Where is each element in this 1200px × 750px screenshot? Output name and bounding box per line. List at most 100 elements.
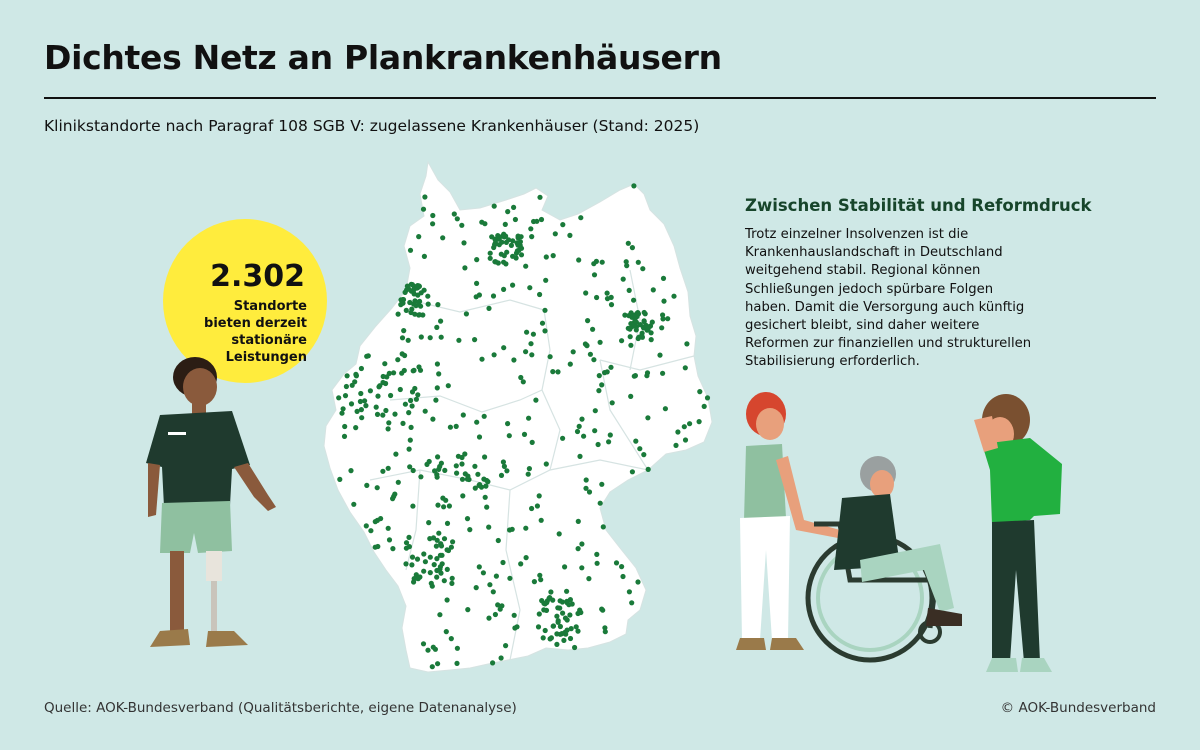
hospital-marker: [518, 561, 524, 567]
hospital-marker: [437, 566, 443, 572]
hospital-marker: [421, 253, 427, 259]
hospital-marker: [626, 589, 632, 595]
hospital-marker: [431, 562, 437, 568]
hospital-marker: [592, 428, 598, 434]
hospital-marker: [521, 431, 528, 437]
hospital-marker: [425, 301, 431, 307]
copyright-note: © AOK-Bundesverband: [1000, 700, 1156, 716]
hospital-marker: [434, 385, 440, 391]
hospital-marker: [425, 647, 431, 653]
hospital-marker: [462, 265, 468, 271]
hospital-marker: [425, 293, 431, 299]
hospital-marker: [407, 247, 414, 253]
hospital-marker: [539, 598, 545, 604]
hospital-marker: [450, 539, 456, 545]
hospital-marker: [633, 438, 639, 444]
hospital-marker: [434, 574, 440, 580]
hospital-marker: [560, 610, 566, 616]
hospital-marker: [484, 504, 490, 510]
hospital-marker: [386, 370, 392, 376]
hospital-marker: [629, 469, 635, 475]
hospital-marker: [374, 485, 380, 491]
hospital-marker: [491, 203, 497, 209]
hospital-marker: [479, 356, 485, 362]
hospital-marker: [344, 373, 350, 379]
hospital-marker: [456, 337, 462, 343]
hospital-marker: [421, 551, 427, 557]
hospital-marker: [530, 331, 536, 337]
hospital-marker: [365, 353, 371, 359]
hospital-marker: [409, 562, 415, 568]
hospital-marker: [620, 573, 626, 580]
hospital-marker: [486, 305, 492, 311]
hospital-marker: [444, 520, 451, 526]
hospital-marker: [415, 576, 421, 582]
hospital-marker: [380, 412, 386, 418]
hospital-marker: [697, 389, 703, 395]
hospital-marker: [409, 306, 415, 312]
hospital-marker: [441, 536, 448, 542]
hospital-marker: [586, 489, 593, 495]
hospital-marker: [438, 318, 444, 324]
hospital-marker: [479, 219, 485, 225]
hospital-marker: [575, 518, 581, 524]
hospital-marker: [348, 401, 355, 407]
hospital-marker: [561, 637, 567, 643]
hospital-marker: [585, 318, 591, 324]
hospital-marker: [627, 334, 633, 340]
hospital-marker: [410, 467, 416, 474]
hospital-marker: [575, 546, 581, 552]
hospital-marker: [604, 296, 611, 302]
hospital-marker: [572, 644, 578, 651]
hospital-marker: [486, 524, 492, 530]
hospital-marker: [412, 311, 418, 317]
hospital-marker: [359, 415, 365, 421]
hospital-marker: [402, 401, 408, 407]
germany-map: [310, 150, 730, 690]
hospital-marker: [509, 526, 515, 532]
hospital-marker: [527, 285, 533, 291]
hospital-marker: [574, 428, 581, 435]
hospital-marker: [428, 580, 434, 586]
hospital-marker: [623, 259, 629, 265]
hospital-marker: [570, 349, 576, 355]
hospital-marker: [550, 623, 556, 629]
hospital-marker: [386, 537, 393, 543]
hospital-marker: [626, 287, 632, 293]
hospital-marker: [583, 485, 589, 491]
hospital-marker: [495, 537, 501, 544]
hospital-markers: [336, 183, 711, 670]
hospital-marker: [536, 611, 542, 617]
hospital-marker: [451, 211, 457, 217]
hospital-marker: [463, 311, 469, 317]
hospital-marker: [538, 577, 544, 583]
hospital-marker: [401, 328, 407, 334]
hospital-marker: [555, 369, 561, 375]
hospital-marker: [547, 636, 553, 642]
hospital-marker: [573, 624, 579, 630]
hospital-marker: [364, 482, 370, 488]
hospital-marker: [547, 354, 553, 360]
hospital-marker: [682, 437, 689, 443]
hospital-marker: [606, 439, 612, 445]
hospital-marker: [420, 206, 427, 212]
hospital-marker: [411, 576, 417, 582]
hospital-marker: [645, 415, 651, 421]
hospital-marker: [424, 461, 430, 467]
hospital-marker: [434, 474, 440, 480]
hospital-marker: [342, 423, 348, 430]
hospital-marker: [434, 537, 440, 543]
source-note: Quelle: AOK-Bundesverband (Qualitätsberi…: [44, 700, 517, 716]
hospital-marker: [353, 425, 359, 431]
hospital-marker: [375, 543, 381, 550]
hospital-marker: [427, 570, 433, 576]
info-heading: Zwischen Stabilität und Reformdruck: [745, 196, 1092, 215]
hospital-marker: [671, 293, 677, 299]
hospital-marker: [531, 579, 537, 585]
hospital-marker: [358, 407, 364, 413]
hospital-marker: [567, 612, 573, 618]
hospital-marker: [502, 221, 508, 227]
hospital-marker: [566, 602, 572, 608]
hospital-marker: [406, 410, 412, 416]
hospital-marker: [627, 326, 633, 332]
